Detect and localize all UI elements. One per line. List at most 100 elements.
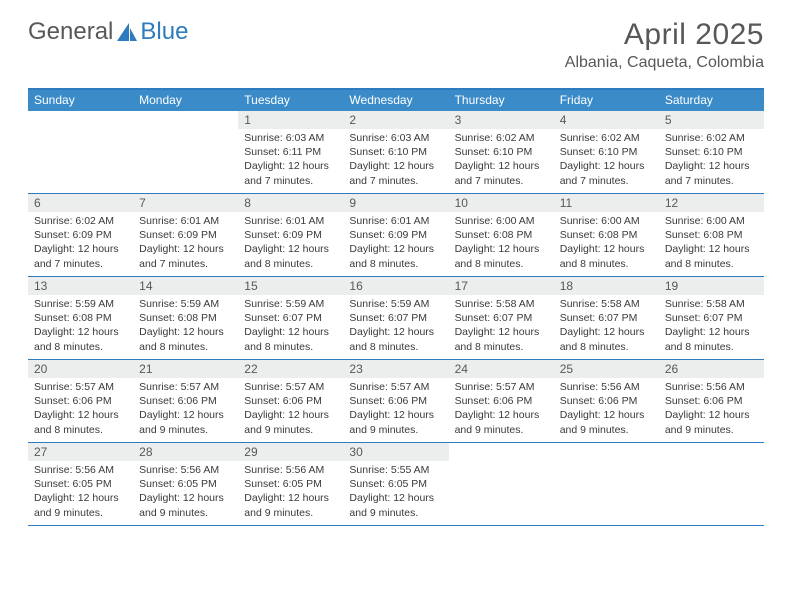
sunset-line: Sunset: 6:09 PM — [244, 228, 337, 242]
daylight-line: Daylight: 12 hours and 8 minutes. — [665, 325, 758, 353]
sunrise-line: Sunrise: 5:59 AM — [349, 297, 442, 311]
day-number: 5 — [659, 111, 764, 129]
sunset-line: Sunset: 6:10 PM — [455, 145, 548, 159]
daylight-line: Daylight: 12 hours and 8 minutes. — [244, 242, 337, 270]
daylight-line: Daylight: 12 hours and 9 minutes. — [455, 408, 548, 436]
day-cell: 4Sunrise: 6:02 AMSunset: 6:10 PMDaylight… — [554, 111, 659, 193]
sunset-line: Sunset: 6:06 PM — [349, 394, 442, 408]
day-cell — [133, 111, 238, 193]
day-cell: 5Sunrise: 6:02 AMSunset: 6:10 PMDaylight… — [659, 111, 764, 193]
day-number: 1 — [238, 111, 343, 129]
weekday-header: Monday — [133, 90, 238, 111]
day-cell: 30Sunrise: 5:55 AMSunset: 6:05 PMDayligh… — [343, 443, 448, 525]
day-details: Sunrise: 6:00 AMSunset: 6:08 PMDaylight:… — [659, 212, 764, 275]
day-cell: 6Sunrise: 6:02 AMSunset: 6:09 PMDaylight… — [28, 194, 133, 276]
day-details: Sunrise: 5:59 AMSunset: 6:07 PMDaylight:… — [238, 295, 343, 358]
calendar: SundayMondayTuesdayWednesdayThursdayFrid… — [28, 88, 764, 526]
daylight-line: Daylight: 12 hours and 9 minutes. — [244, 408, 337, 436]
daylight-line: Daylight: 12 hours and 9 minutes. — [560, 408, 653, 436]
day-cell: 8Sunrise: 6:01 AMSunset: 6:09 PMDaylight… — [238, 194, 343, 276]
day-details: Sunrise: 6:01 AMSunset: 6:09 PMDaylight:… — [133, 212, 238, 275]
day-cell: 11Sunrise: 6:00 AMSunset: 6:08 PMDayligh… — [554, 194, 659, 276]
day-details: Sunrise: 5:59 AMSunset: 6:08 PMDaylight:… — [133, 295, 238, 358]
sunset-line: Sunset: 6:06 PM — [560, 394, 653, 408]
daylight-line: Daylight: 12 hours and 8 minutes. — [349, 242, 442, 270]
location-subtitle: Albania, Caqueta, Colombia — [565, 54, 764, 72]
day-number: 24 — [449, 360, 554, 378]
day-number: 11 — [554, 194, 659, 212]
calendar-body: 1Sunrise: 6:03 AMSunset: 6:11 PMDaylight… — [28, 111, 764, 526]
day-number: 20 — [28, 360, 133, 378]
sunrise-line: Sunrise: 6:00 AM — [455, 214, 548, 228]
day-number: 28 — [133, 443, 238, 461]
day-number: 8 — [238, 194, 343, 212]
header: General Blue April 2025 Albania, Caqueta… — [0, 0, 792, 80]
sunrise-line: Sunrise: 6:00 AM — [665, 214, 758, 228]
daylight-line: Daylight: 12 hours and 7 minutes. — [34, 242, 127, 270]
sunset-line: Sunset: 6:10 PM — [349, 145, 442, 159]
logo: General Blue — [28, 18, 188, 46]
daylight-line: Daylight: 12 hours and 9 minutes. — [34, 491, 127, 519]
sunset-line: Sunset: 6:05 PM — [244, 477, 337, 491]
month-title: April 2025 — [565, 18, 764, 52]
day-details: Sunrise: 5:57 AMSunset: 6:06 PMDaylight:… — [343, 378, 448, 441]
day-number: 30 — [343, 443, 448, 461]
day-details: Sunrise: 6:03 AMSunset: 6:10 PMDaylight:… — [343, 129, 448, 192]
logo-text-blue: Blue — [140, 18, 188, 46]
sunset-line: Sunset: 6:05 PM — [349, 477, 442, 491]
day-number: 16 — [343, 277, 448, 295]
day-number: 29 — [238, 443, 343, 461]
day-cell: 2Sunrise: 6:03 AMSunset: 6:10 PMDaylight… — [343, 111, 448, 193]
daylight-line: Daylight: 12 hours and 9 minutes. — [244, 491, 337, 519]
day-cell: 29Sunrise: 5:56 AMSunset: 6:05 PMDayligh… — [238, 443, 343, 525]
week-row: 1Sunrise: 6:03 AMSunset: 6:11 PMDaylight… — [28, 111, 764, 194]
day-number: 27 — [28, 443, 133, 461]
sunrise-line: Sunrise: 6:01 AM — [139, 214, 232, 228]
day-details: Sunrise: 6:01 AMSunset: 6:09 PMDaylight:… — [343, 212, 448, 275]
sunrise-line: Sunrise: 5:56 AM — [34, 463, 127, 477]
day-number — [659, 443, 764, 461]
day-number: 14 — [133, 277, 238, 295]
weekday-header: Sunday — [28, 90, 133, 111]
day-cell: 14Sunrise: 5:59 AMSunset: 6:08 PMDayligh… — [133, 277, 238, 359]
day-number: 2 — [343, 111, 448, 129]
day-number — [449, 443, 554, 461]
day-cell: 27 Sunrise: 5:56 AMSunset: 6:05 PMDayligh… — [28, 443, 133, 525]
sunrise-line: Sunrise: 5:58 AM — [560, 297, 653, 311]
day-cell: 13Sunrise: 5:59 AMSunset: 6:08 PMDayligh… — [28, 277, 133, 359]
sunset-line: Sunset: 6:08 PM — [139, 311, 232, 325]
day-number: 22 — [238, 360, 343, 378]
sunset-line: Sunset: 6:05 PM — [34, 477, 127, 491]
day-cell: 1Sunrise: 6:03 AMSunset: 6:11 PMDaylight… — [238, 111, 343, 193]
sunrise-line: Sunrise: 5:56 AM — [139, 463, 232, 477]
day-cell: 22Sunrise: 5:57 AMSunset: 6:06 PMDayligh… — [238, 360, 343, 442]
sunrise-line: Sunrise: 5:57 AM — [139, 380, 232, 394]
sunrise-line: Sunrise: 5:59 AM — [139, 297, 232, 311]
day-details: Sunrise: 6:00 AMSunset: 6:08 PMDaylight:… — [449, 212, 554, 275]
weekday-header: Tuesday — [238, 90, 343, 111]
daylight-line: Daylight: 12 hours and 9 minutes. — [139, 491, 232, 519]
daylight-line: Daylight: 12 hours and 8 minutes. — [34, 408, 127, 436]
daylight-line: Daylight: 12 hours and 9 minutes. — [665, 408, 758, 436]
day-cell: 10Sunrise: 6:00 AMSunset: 6:08 PMDayligh… — [449, 194, 554, 276]
daylight-line: Daylight: 12 hours and 8 minutes. — [244, 325, 337, 353]
day-number — [133, 111, 238, 129]
day-number: 9 — [343, 194, 448, 212]
day-number: 12 — [659, 194, 764, 212]
day-cell: 9Sunrise: 6:01 AMSunset: 6:09 PMDaylight… — [343, 194, 448, 276]
daylight-line: Daylight: 12 hours and 9 minutes. — [139, 408, 232, 436]
day-details: Sunrise: 6:02 AMSunset: 6:10 PMDaylight:… — [449, 129, 554, 192]
sunset-line: Sunset: 6:09 PM — [349, 228, 442, 242]
day-cell: 25Sunrise: 5:56 AMSunset: 6:06 PMDayligh… — [554, 360, 659, 442]
day-number: 4 — [554, 111, 659, 129]
sunset-line: Sunset: 6:06 PM — [665, 394, 758, 408]
day-cell — [28, 111, 133, 193]
day-number: 21 — [133, 360, 238, 378]
sunset-line: Sunset: 6:06 PM — [455, 394, 548, 408]
daylight-line: Daylight: 12 hours and 9 minutes. — [349, 408, 442, 436]
day-cell — [554, 443, 659, 525]
sunrise-line: Sunrise: 5:57 AM — [455, 380, 548, 394]
sunset-line: Sunset: 6:08 PM — [665, 228, 758, 242]
day-cell: 17Sunrise: 5:58 AMSunset: 6:07 PMDayligh… — [449, 277, 554, 359]
day-details: Sunrise: 5:56 AMSunset: 6:06 PMDaylight:… — [554, 378, 659, 441]
